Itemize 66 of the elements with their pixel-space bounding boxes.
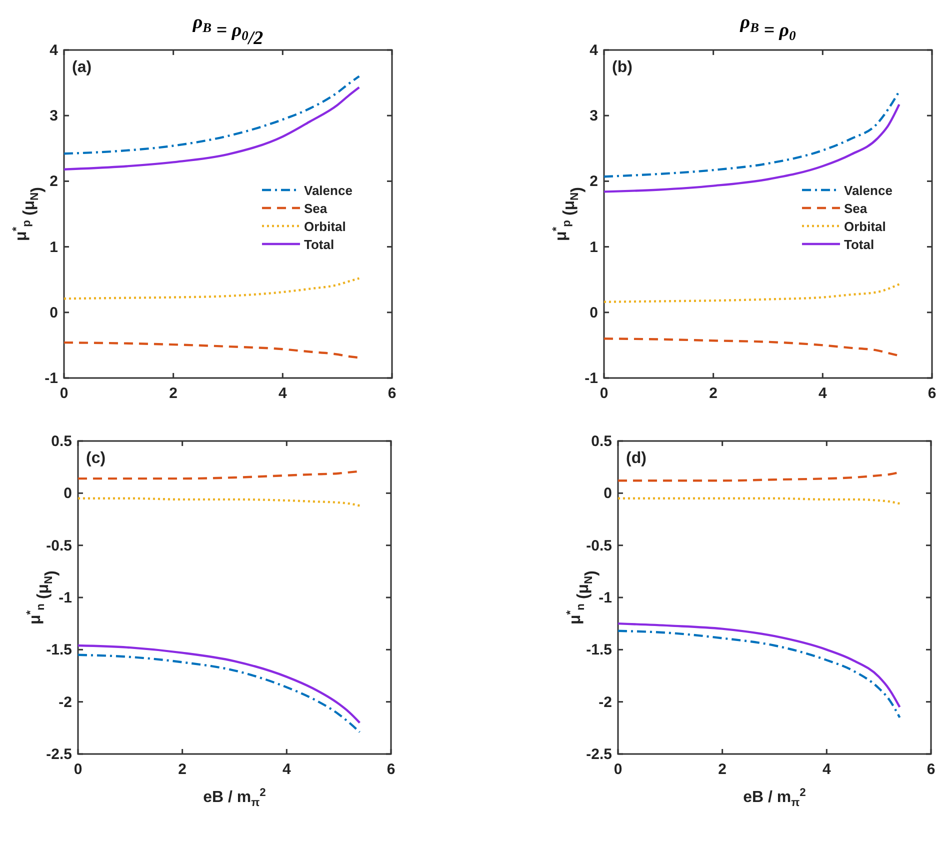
line-series (616, 622, 901, 708)
x-tick-label: 0 (614, 761, 622, 778)
y-tick-label: -1.5 (586, 642, 612, 659)
annotation: (c) (86, 450, 106, 467)
line-series (62, 341, 360, 359)
legend-label: Sea (844, 201, 868, 216)
x-tick-label: 2 (178, 761, 187, 778)
y-tick-label: 1 (590, 238, 598, 256)
annotation: (a) (72, 59, 92, 76)
annotation: (d) (626, 450, 646, 467)
legend-label: Valence (304, 183, 352, 198)
line-series (76, 654, 361, 734)
y-tick-label: 0 (50, 304, 58, 322)
y-tick-label: -2 (58, 694, 72, 711)
y-tick-label: -2 (598, 694, 612, 711)
line-series (62, 277, 360, 300)
x-tick-label: 0 (74, 761, 82, 778)
y-tick-label: 0.5 (51, 433, 72, 450)
x-tick-label: 6 (928, 385, 936, 402)
y-tick-label: 4 (50, 42, 59, 59)
x-tick-label: 2 (718, 761, 727, 778)
annotation: (b) (612, 59, 632, 76)
y-tick-label: 0 (590, 304, 598, 322)
y-tick-label: -1 (58, 590, 72, 606)
y-tick-label: 2 (590, 173, 598, 190)
legend-label: Valence (844, 183, 892, 198)
x-tick-label: 6 (386, 761, 396, 778)
line-series (76, 644, 361, 724)
x-tick-label: 4 (822, 761, 832, 778)
chart-title: ρ$_{B}$ = ρ$_{0}$/2 (192, 12, 264, 49)
y-tick-label: -1 (44, 370, 58, 387)
x-tick-label: 2 (169, 385, 178, 402)
line-series (76, 497, 361, 507)
y-tick-label: -2.5 (46, 746, 72, 763)
legend-label: Orbital (304, 219, 346, 234)
legend-label: Total (844, 237, 874, 252)
y-tick-label: -1 (584, 370, 598, 387)
x-tick-label: 6 (388, 385, 396, 402)
x-tick-label: 6 (926, 761, 936, 778)
x-tick-label: 4 (818, 385, 828, 402)
y-tick-label: 0.5 (591, 433, 612, 450)
line-series (602, 90, 900, 178)
y-tick-label: -0.5 (586, 537, 612, 554)
legend-label: Orbital (844, 219, 886, 234)
x-tick-label: 4 (282, 761, 292, 778)
y-tick-label: -1 (598, 590, 612, 606)
chart-title: ρ$_{B}$ = ρ$_{0}$ (739, 12, 796, 43)
line-series (602, 283, 900, 304)
y-tick-label: -0.5 (46, 537, 72, 554)
line-series (62, 86, 360, 170)
y-tick-label: 0 (604, 485, 612, 502)
line-series (616, 630, 901, 719)
legend-label: Total (304, 237, 334, 252)
line-series (602, 338, 900, 357)
y-tick-label: 1 (50, 238, 58, 256)
x-tick-label: 2 (709, 385, 718, 402)
legend-label: Sea (304, 201, 328, 216)
y-tick-label: 0 (64, 485, 72, 502)
x-tick-label: 4 (278, 385, 288, 402)
y-tick-label: -2.5 (586, 746, 612, 763)
y-tick-label: 4 (590, 42, 599, 59)
y-tick-label: 3 (50, 108, 58, 125)
y-tick-label: 2 (50, 173, 58, 190)
y-tick-label: -1.5 (46, 642, 72, 659)
line-series (62, 75, 360, 155)
y-tick-label: 3 (590, 108, 598, 125)
